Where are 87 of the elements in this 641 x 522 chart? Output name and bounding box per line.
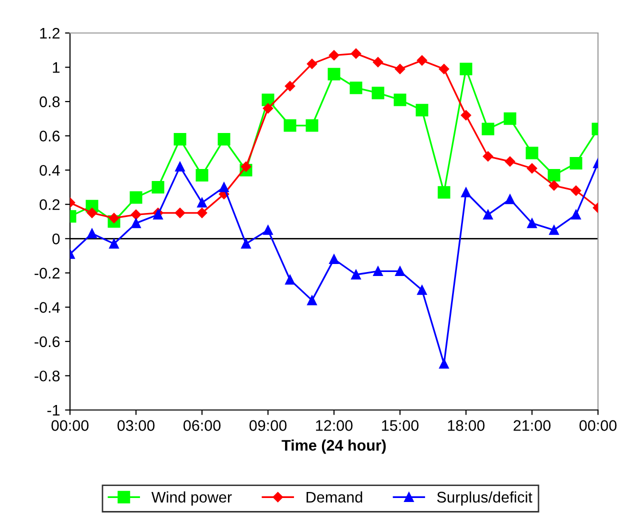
x-tick-label: 18:00 bbox=[448, 420, 485, 431]
point bbox=[196, 168, 208, 182]
legend-label: Surplus/deficit bbox=[437, 491, 532, 506]
x-tick-label: 06:00 bbox=[183, 420, 221, 431]
point bbox=[504, 156, 516, 167]
point bbox=[417, 285, 427, 295]
y-tick-label: 1.2 bbox=[40, 28, 60, 39]
point bbox=[461, 188, 471, 198]
point bbox=[504, 112, 516, 125]
point bbox=[505, 194, 515, 204]
x-tick-label: 15:00 bbox=[382, 420, 419, 431]
point bbox=[306, 58, 318, 69]
point bbox=[394, 64, 406, 74]
point bbox=[439, 358, 449, 369]
x-tick-label: 00:00 bbox=[51, 420, 89, 431]
point bbox=[527, 218, 537, 228]
point bbox=[152, 180, 164, 194]
y-tick-label: 0.6 bbox=[40, 130, 60, 142]
x-tick-label: 03:00 bbox=[117, 420, 155, 431]
point bbox=[548, 180, 560, 191]
point bbox=[130, 191, 142, 204]
point bbox=[372, 86, 384, 100]
point bbox=[482, 151, 494, 162]
point bbox=[218, 132, 230, 146]
x-tick-label: 00:00 bbox=[579, 420, 617, 431]
point bbox=[175, 162, 185, 172]
legend-label: Wind power bbox=[151, 491, 232, 506]
point bbox=[416, 55, 428, 66]
x-tick-label: 09:00 bbox=[249, 420, 287, 431]
point bbox=[416, 104, 428, 116]
point bbox=[526, 146, 538, 160]
point bbox=[197, 198, 207, 208]
point bbox=[241, 238, 251, 249]
point bbox=[372, 57, 384, 68]
point bbox=[548, 168, 560, 182]
point bbox=[570, 156, 582, 170]
point bbox=[196, 208, 208, 218]
point bbox=[482, 122, 494, 136]
point bbox=[284, 119, 296, 132]
point bbox=[87, 228, 97, 238]
point bbox=[438, 64, 450, 74]
x-tick-label: 21:00 bbox=[514, 420, 551, 431]
point bbox=[219, 182, 229, 192]
point bbox=[263, 225, 273, 235]
point bbox=[174, 132, 186, 146]
point bbox=[350, 82, 362, 94]
point bbox=[86, 208, 98, 218]
y-tick-label: 0.8 bbox=[40, 96, 60, 108]
x-axis-title: Time (24 hour) bbox=[282, 440, 386, 454]
point bbox=[460, 62, 472, 76]
point bbox=[262, 103, 274, 114]
x-tick-label: 12:00 bbox=[316, 420, 353, 431]
legend-label: Demand bbox=[306, 491, 362, 503]
point bbox=[394, 94, 406, 106]
point bbox=[328, 68, 340, 80]
point bbox=[307, 295, 317, 306]
point bbox=[373, 266, 383, 276]
y-tick-label: -0.4 bbox=[34, 302, 60, 313]
y-tick-label: 1 bbox=[52, 62, 60, 73]
point bbox=[240, 162, 252, 172]
point bbox=[351, 270, 361, 280]
point bbox=[130, 210, 142, 220]
point bbox=[460, 110, 472, 120]
point bbox=[108, 212, 120, 224]
point bbox=[109, 238, 119, 249]
point bbox=[131, 218, 141, 228]
point bbox=[285, 274, 295, 285]
y-tick-label: -1 bbox=[47, 405, 60, 416]
point bbox=[306, 119, 318, 132]
point bbox=[350, 48, 362, 59]
point bbox=[395, 266, 405, 276]
point bbox=[329, 254, 339, 264]
y-tick-label: -0.6 bbox=[34, 336, 60, 348]
y-tick-label: 0.4 bbox=[40, 164, 60, 176]
point bbox=[284, 81, 296, 92]
y-tick-label: 0.2 bbox=[40, 199, 60, 210]
point bbox=[328, 50, 340, 60]
point bbox=[571, 210, 581, 220]
point bbox=[174, 208, 186, 218]
point bbox=[570, 186, 582, 196]
point bbox=[549, 225, 559, 235]
point bbox=[483, 210, 493, 220]
y-tick-label: -0.2 bbox=[34, 268, 60, 279]
y-tick-label: -0.8 bbox=[34, 370, 60, 382]
point bbox=[438, 186, 450, 199]
y-tick-label: 0 bbox=[52, 234, 60, 244]
point bbox=[526, 163, 538, 174]
